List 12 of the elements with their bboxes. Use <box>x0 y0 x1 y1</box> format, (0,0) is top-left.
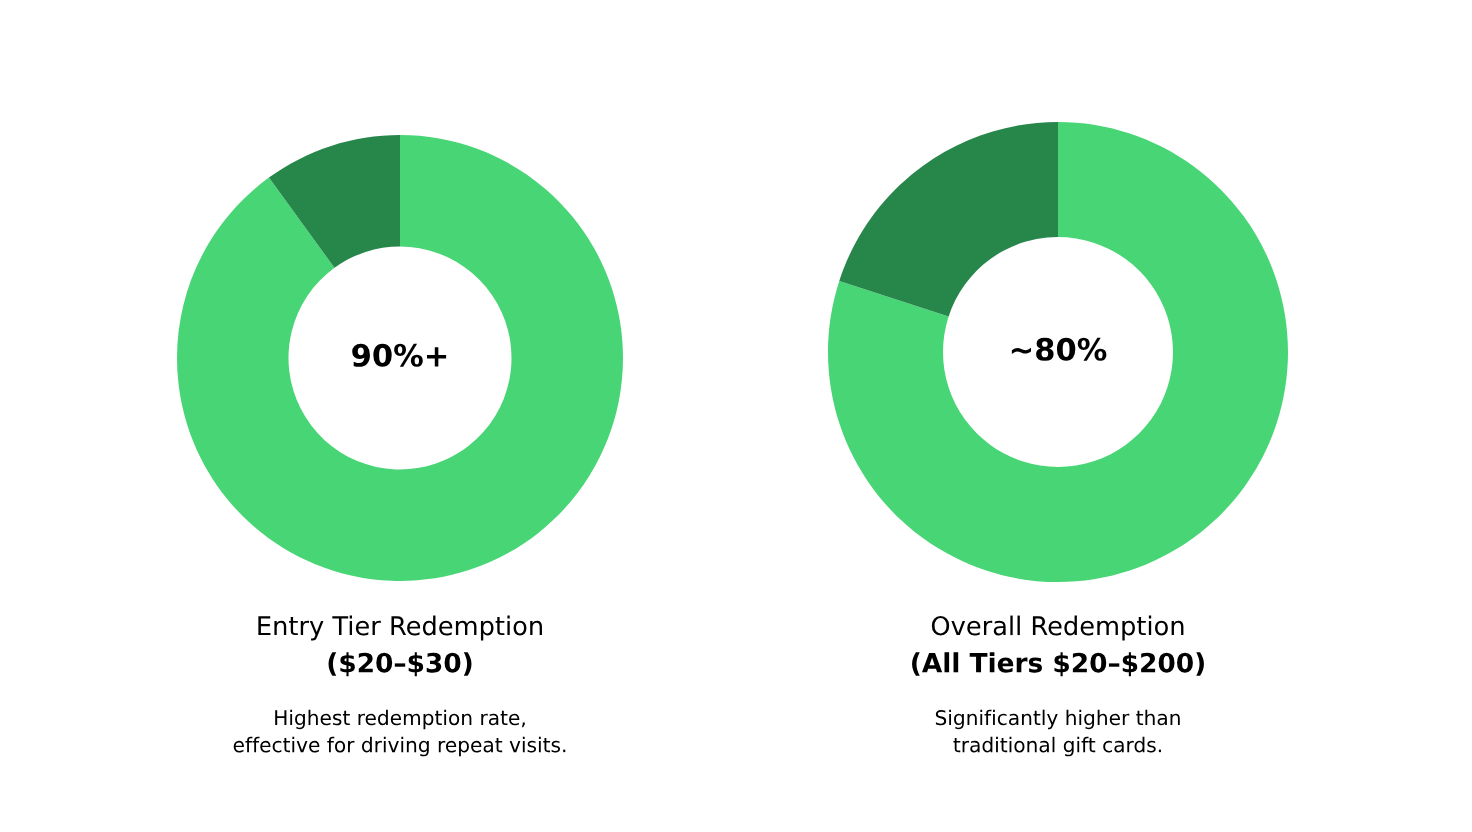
text: (All Tiers $20–$200) <box>912 652 1204 677</box>
text: 90%+ <box>352 343 447 367</box>
text: ($20–$30) <box>328 652 472 677</box>
donut-slice <box>828 122 1288 582</box>
text: Entry Tier Redemption <box>258 615 542 641</box>
donut-slice <box>268 135 400 268</box>
text: ~80% <box>1011 337 1107 361</box>
text: Significantly higher than traditional gift cards. <box>935 709 1180 757</box>
text: Highest redemption rate, effective for driving repeat visits. <box>233 709 566 757</box>
donut-slice <box>839 122 1058 317</box>
donut-slice <box>177 135 623 581</box>
text: Overall Redemption <box>931 615 1184 641</box>
